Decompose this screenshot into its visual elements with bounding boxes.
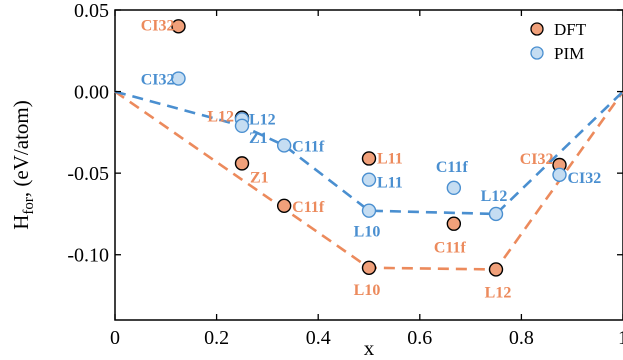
dft-point: [446, 216, 462, 231]
dft-point-label: L11: [377, 150, 403, 167]
dft-point-label: L12: [485, 284, 512, 301]
dft-point: [234, 156, 250, 171]
x-axis-title: x: [364, 336, 375, 360]
pim-point: [276, 138, 292, 153]
pim-point: [171, 71, 186, 86]
dft-point-label: C11f: [292, 199, 325, 216]
x-tick-label: 0.2: [204, 327, 229, 349]
pim-point: [361, 172, 377, 187]
pim-point-label: L12: [249, 111, 276, 128]
y-tick-label: -0.05: [67, 163, 109, 185]
data-markers: [171, 19, 567, 277]
dft-point-label: L10: [354, 282, 381, 299]
y-tick-label: 0.05: [74, 0, 109, 22]
y-axis-title: Hfor, (eV/atom): [9, 100, 37, 229]
legend-pim-marker: [530, 46, 544, 60]
pim-point-label: C11f: [292, 138, 325, 155]
dft-point-label: L12: [207, 109, 234, 126]
dft-point: [276, 198, 292, 213]
dft-point: [361, 260, 377, 275]
dft-point-label: C11f: [434, 240, 467, 257]
legend-dft-label: DFT: [554, 20, 587, 39]
pim-point: [234, 118, 250, 134]
pim-point: [361, 203, 377, 218]
y-axis-title-unit: , (eV/atom): [9, 100, 33, 197]
dft-point: [488, 262, 504, 277]
pim-point-label: L12: [481, 188, 508, 205]
y-tick-label: -0.10: [67, 245, 109, 267]
x-tick-label: 0: [110, 327, 120, 349]
dft-point-label: CI32: [520, 151, 554, 168]
y-axis-title-sub: for: [21, 197, 37, 215]
pim-point: [446, 180, 462, 196]
plot-frame: [114, 9, 623, 321]
pim-point-label: Z1: [249, 130, 268, 147]
legend-pim-label: PIM: [554, 44, 584, 63]
dft-point-label: Z1: [250, 169, 269, 186]
pim-point-label: CI32: [141, 72, 175, 89]
pim-point-label: C11f: [436, 159, 469, 176]
dft-point: [171, 19, 186, 34]
legend-dft-marker: [530, 22, 544, 36]
pim-point-label: L10: [354, 224, 381, 241]
x-tick-label: 1: [618, 327, 623, 349]
pim-point: [488, 206, 504, 222]
y-tick-label: 0.00: [74, 82, 109, 104]
x-tick-label: 0.6: [407, 327, 432, 349]
pim-point: [552, 167, 567, 182]
point-labels: CI32 L12 Z1 C11f L11 L10 C11f L12 CI32 CI32 L12 Z1 C…: [141, 17, 602, 301]
plot-area: CI32 L12 Z1 C11f L11 L10 C11f L12 CI32 CI32 L12 Z1 C…: [114, 9, 623, 321]
x-tick-label: 0.8: [509, 327, 534, 349]
x-tick-label: 0.4: [306, 327, 331, 349]
pim-point-label: L11: [377, 175, 403, 192]
y-axis-title-main: H: [9, 215, 33, 230]
dft-point: [361, 151, 377, 166]
legend: DFT PIM: [530, 20, 587, 63]
axis-ticks: 0 0.2 0.4 0.6 0.8 1 0.05 0.00 -0.05 -0.10: [67, 0, 623, 349]
pim-hull-line: [114, 90, 623, 216]
pim-point-label: CI32: [568, 170, 602, 187]
dft-point-label: CI32: [141, 17, 175, 34]
